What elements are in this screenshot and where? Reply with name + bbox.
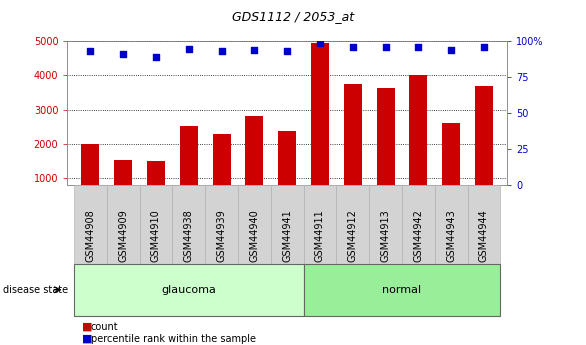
Bar [475,86,493,212]
Text: GSM44944: GSM44944 [479,209,489,262]
Text: GSM44910: GSM44910 [151,209,161,262]
Point [151,55,161,60]
Point [315,40,325,46]
Point [381,45,390,50]
Point [447,47,456,53]
Point [86,49,95,54]
Text: glaucoma: glaucoma [161,285,216,295]
Bar [409,75,427,212]
Point [479,45,489,50]
Text: GSM44913: GSM44913 [380,209,390,262]
Bar [246,116,263,212]
Bar [311,43,329,212]
Point [282,49,292,54]
Point [250,47,259,53]
Bar [147,161,165,212]
Text: GSM44911: GSM44911 [315,209,325,262]
Text: GSM44938: GSM44938 [184,209,194,262]
Bar [180,126,197,212]
Text: GSM44939: GSM44939 [217,209,227,262]
Text: GSM44908: GSM44908 [86,209,96,262]
Text: ■: ■ [82,322,93,332]
Text: percentile rank within the sample: percentile rank within the sample [91,334,256,344]
Point [118,51,128,57]
Bar [377,88,394,212]
Text: GSM44943: GSM44943 [446,209,456,262]
Point [217,49,226,54]
Bar [442,122,460,212]
Bar [278,131,296,212]
Text: GSM44941: GSM44941 [282,209,292,262]
Bar [81,144,100,212]
Text: GSM44942: GSM44942 [413,209,423,262]
Bar [114,160,132,212]
Bar [213,134,230,212]
Bar [344,84,362,212]
Text: count: count [91,322,118,332]
Text: disease state: disease state [3,285,68,295]
Text: ■: ■ [82,334,93,344]
Text: GSM44909: GSM44909 [118,209,128,262]
Text: normal: normal [383,285,421,295]
Point [414,45,423,50]
Point [348,45,357,50]
Text: GSM44940: GSM44940 [249,209,260,262]
Text: GDS1112 / 2053_at: GDS1112 / 2053_at [232,10,354,23]
Point [184,46,193,51]
Text: GSM44912: GSM44912 [347,209,357,262]
